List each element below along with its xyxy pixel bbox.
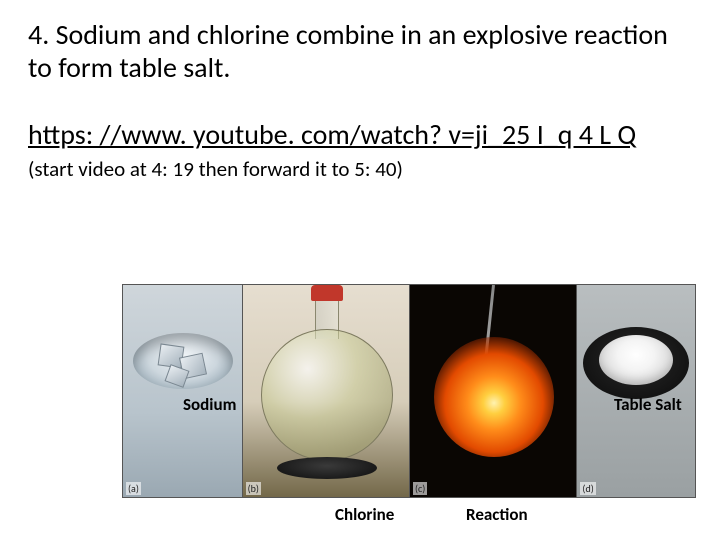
label-salt: Table Salt [614,394,682,415]
video-link[interactable]: https: //www. youtube. com/watch? v=ji_2… [28,118,692,151]
panel-corner-b: (b) [246,482,261,495]
panel-corner-c: (c) [413,482,427,495]
panel-sodium: (a) [123,285,243,497]
label-chlorine: Chlorine [335,504,394,525]
slide-title: 4. Sodium and chlorine combine in an exp… [28,18,692,84]
panel-chlorine: (b) [243,285,410,497]
panel-corner-a: (a) [126,482,141,495]
figure-row: (a) (b) (c) (d) [122,284,696,498]
video-timing-note: (start video at 4: 19 then forward it to… [28,157,692,182]
label-reaction: Reaction [466,504,528,525]
label-sodium: Sodium [183,394,236,415]
panel-corner-d: (d) [580,482,595,495]
panel-reaction: (c) [410,285,577,497]
panel-salt: (d) [577,285,695,497]
